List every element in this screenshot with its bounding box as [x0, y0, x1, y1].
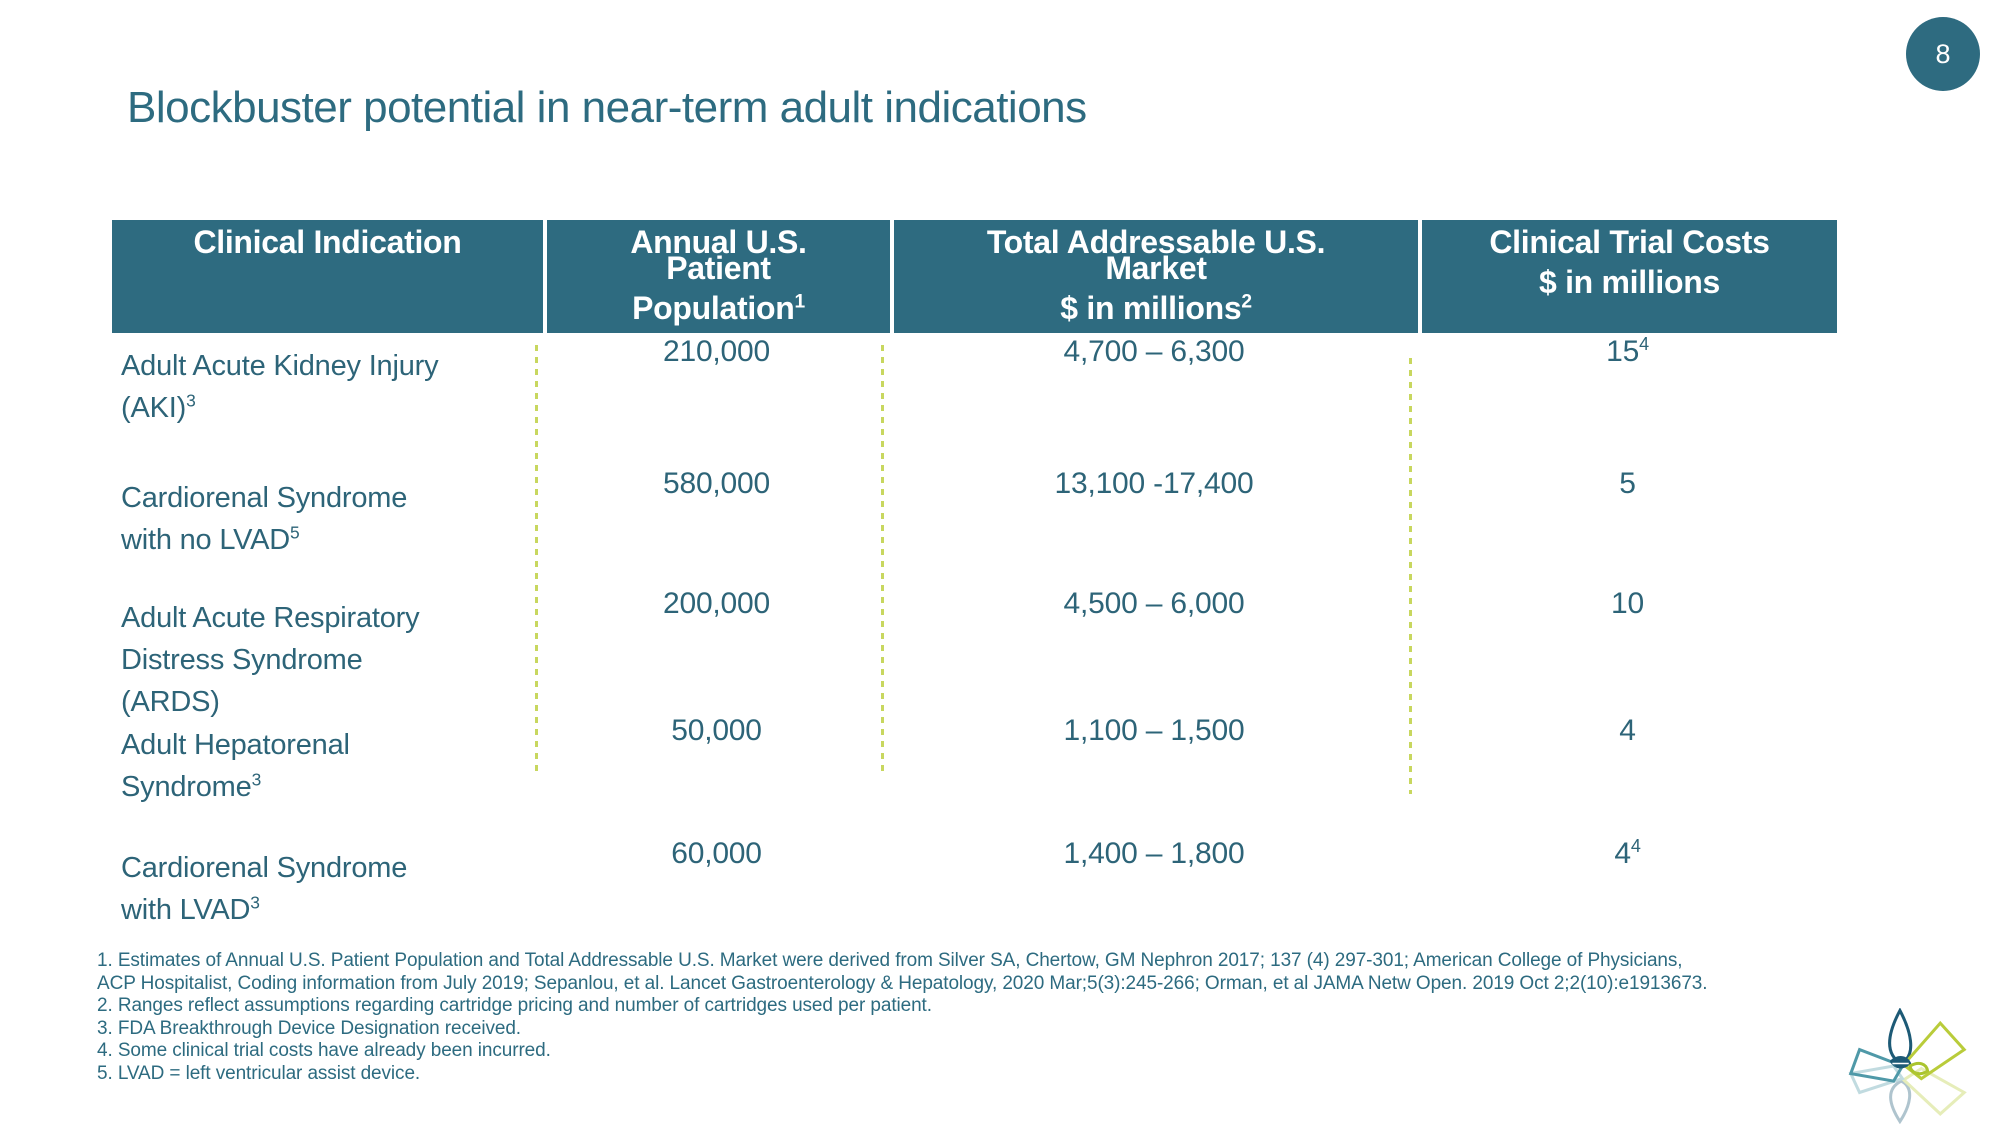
- cell-population: 580,000: [662, 467, 771, 500]
- column-header-clinical-trial-costs: Clinical Trial Costs $ in millions: [1418, 220, 1837, 333]
- cell-population: 60,000: [671, 837, 762, 870]
- footnote-line: 2. Ranges reflect assumptions regarding …: [97, 995, 932, 1016]
- cell-trial_cost: 4: [1619, 714, 1636, 747]
- table-header-row: Clinical Indication Annual U.S. Patient Pop…: [112, 220, 1837, 333]
- cell-trial_cost: 5: [1619, 467, 1636, 500]
- cell-indication: Cardiorenal Syndrome with no LVAD5: [121, 482, 408, 556]
- column-divider-dotted-2: [881, 345, 884, 775]
- cell-indication: Cardiorenal Syndrome with LVAD3: [121, 852, 408, 926]
- flower-logo: [1848, 1008, 1967, 1124]
- table-row: Cardiorenal Syndrome with LVAD3 60,000 1,40…: [112, 835, 1837, 955]
- column-divider-dotted-3: [1409, 358, 1412, 794]
- table-row: Adult Acute Kidney Injury (AKI)3 210,000 4,…: [112, 333, 1837, 465]
- cell-population: 50,000: [671, 714, 762, 747]
- cell-indication: Adult Acute Respiratory Distress Syndrome…: [121, 602, 420, 718]
- footnote-line: 1. Estimates of Annual U.S. Patient Popu…: [97, 950, 1683, 971]
- cell-trial_cost: 10: [1611, 587, 1644, 620]
- table-row: Adult Hepatorenal Syndrome3 50,000 1,100 – …: [112, 712, 1837, 835]
- footnote-line: 3. FDA Breakthrough Device Designation r…: [97, 1017, 521, 1039]
- footnote-line: 5. LVAD = left ventricular assist device…: [97, 1062, 421, 1084]
- column-header-annual-us-patient-population: Annual U.S. Patient Population1: [543, 220, 890, 333]
- cell-market: 4,700 – 6,300: [1063, 335, 1245, 368]
- cell-market: 13,100 -17,400: [1054, 467, 1254, 500]
- page-title: Blockbuster potential in near-term adult…: [127, 83, 1087, 132]
- cell-trial_cost: 44: [1614, 836, 1641, 870]
- page-number-badge: 8: [1906, 17, 1980, 91]
- footnotes: 1. Estimates of Annual U.S. Patient Popu…: [97, 950, 1777, 1085]
- column-header-total-addressable-us-market: Total Addressable U.S. Market $ in million…: [890, 220, 1418, 333]
- table-body: Adult Acute Kidney Injury (AKI)3 210,000 4,…: [112, 333, 1837, 955]
- table-row: Cardiorenal Syndrome with no LVAD5 580,000…: [112, 465, 1837, 585]
- cell-population: 210,000: [662, 335, 771, 368]
- column-header-clinical-indication: Clinical Indication: [193, 224, 462, 260]
- table-row: Adult Acute Respiratory Distress Syndrome…: [112, 585, 1837, 718]
- cell-indication: Adult Acute Kidney Injury (AKI)3: [121, 350, 439, 424]
- page-number: 8: [1935, 38, 1951, 69]
- cell-population: 200,000: [662, 587, 771, 620]
- cell-market: 1,400 – 1,800: [1063, 837, 1245, 870]
- footnote-line: 4. Some clinical trial costs have alread…: [97, 1040, 551, 1061]
- indications-table: Clinical Indication Annual U.S. Patient Pop…: [112, 220, 1837, 955]
- footnote-line: ACP Hospitalist, Coding information from…: [97, 972, 1708, 994]
- cell-market: 1,100 – 1,500: [1063, 714, 1245, 747]
- cell-indication: Adult Hepatorenal Syndrome3: [121, 729, 350, 803]
- cell-trial_cost: 154: [1606, 334, 1649, 368]
- cell-market: 4,500 – 6,000: [1063, 587, 1245, 620]
- column-divider-dotted-1: [535, 345, 538, 775]
